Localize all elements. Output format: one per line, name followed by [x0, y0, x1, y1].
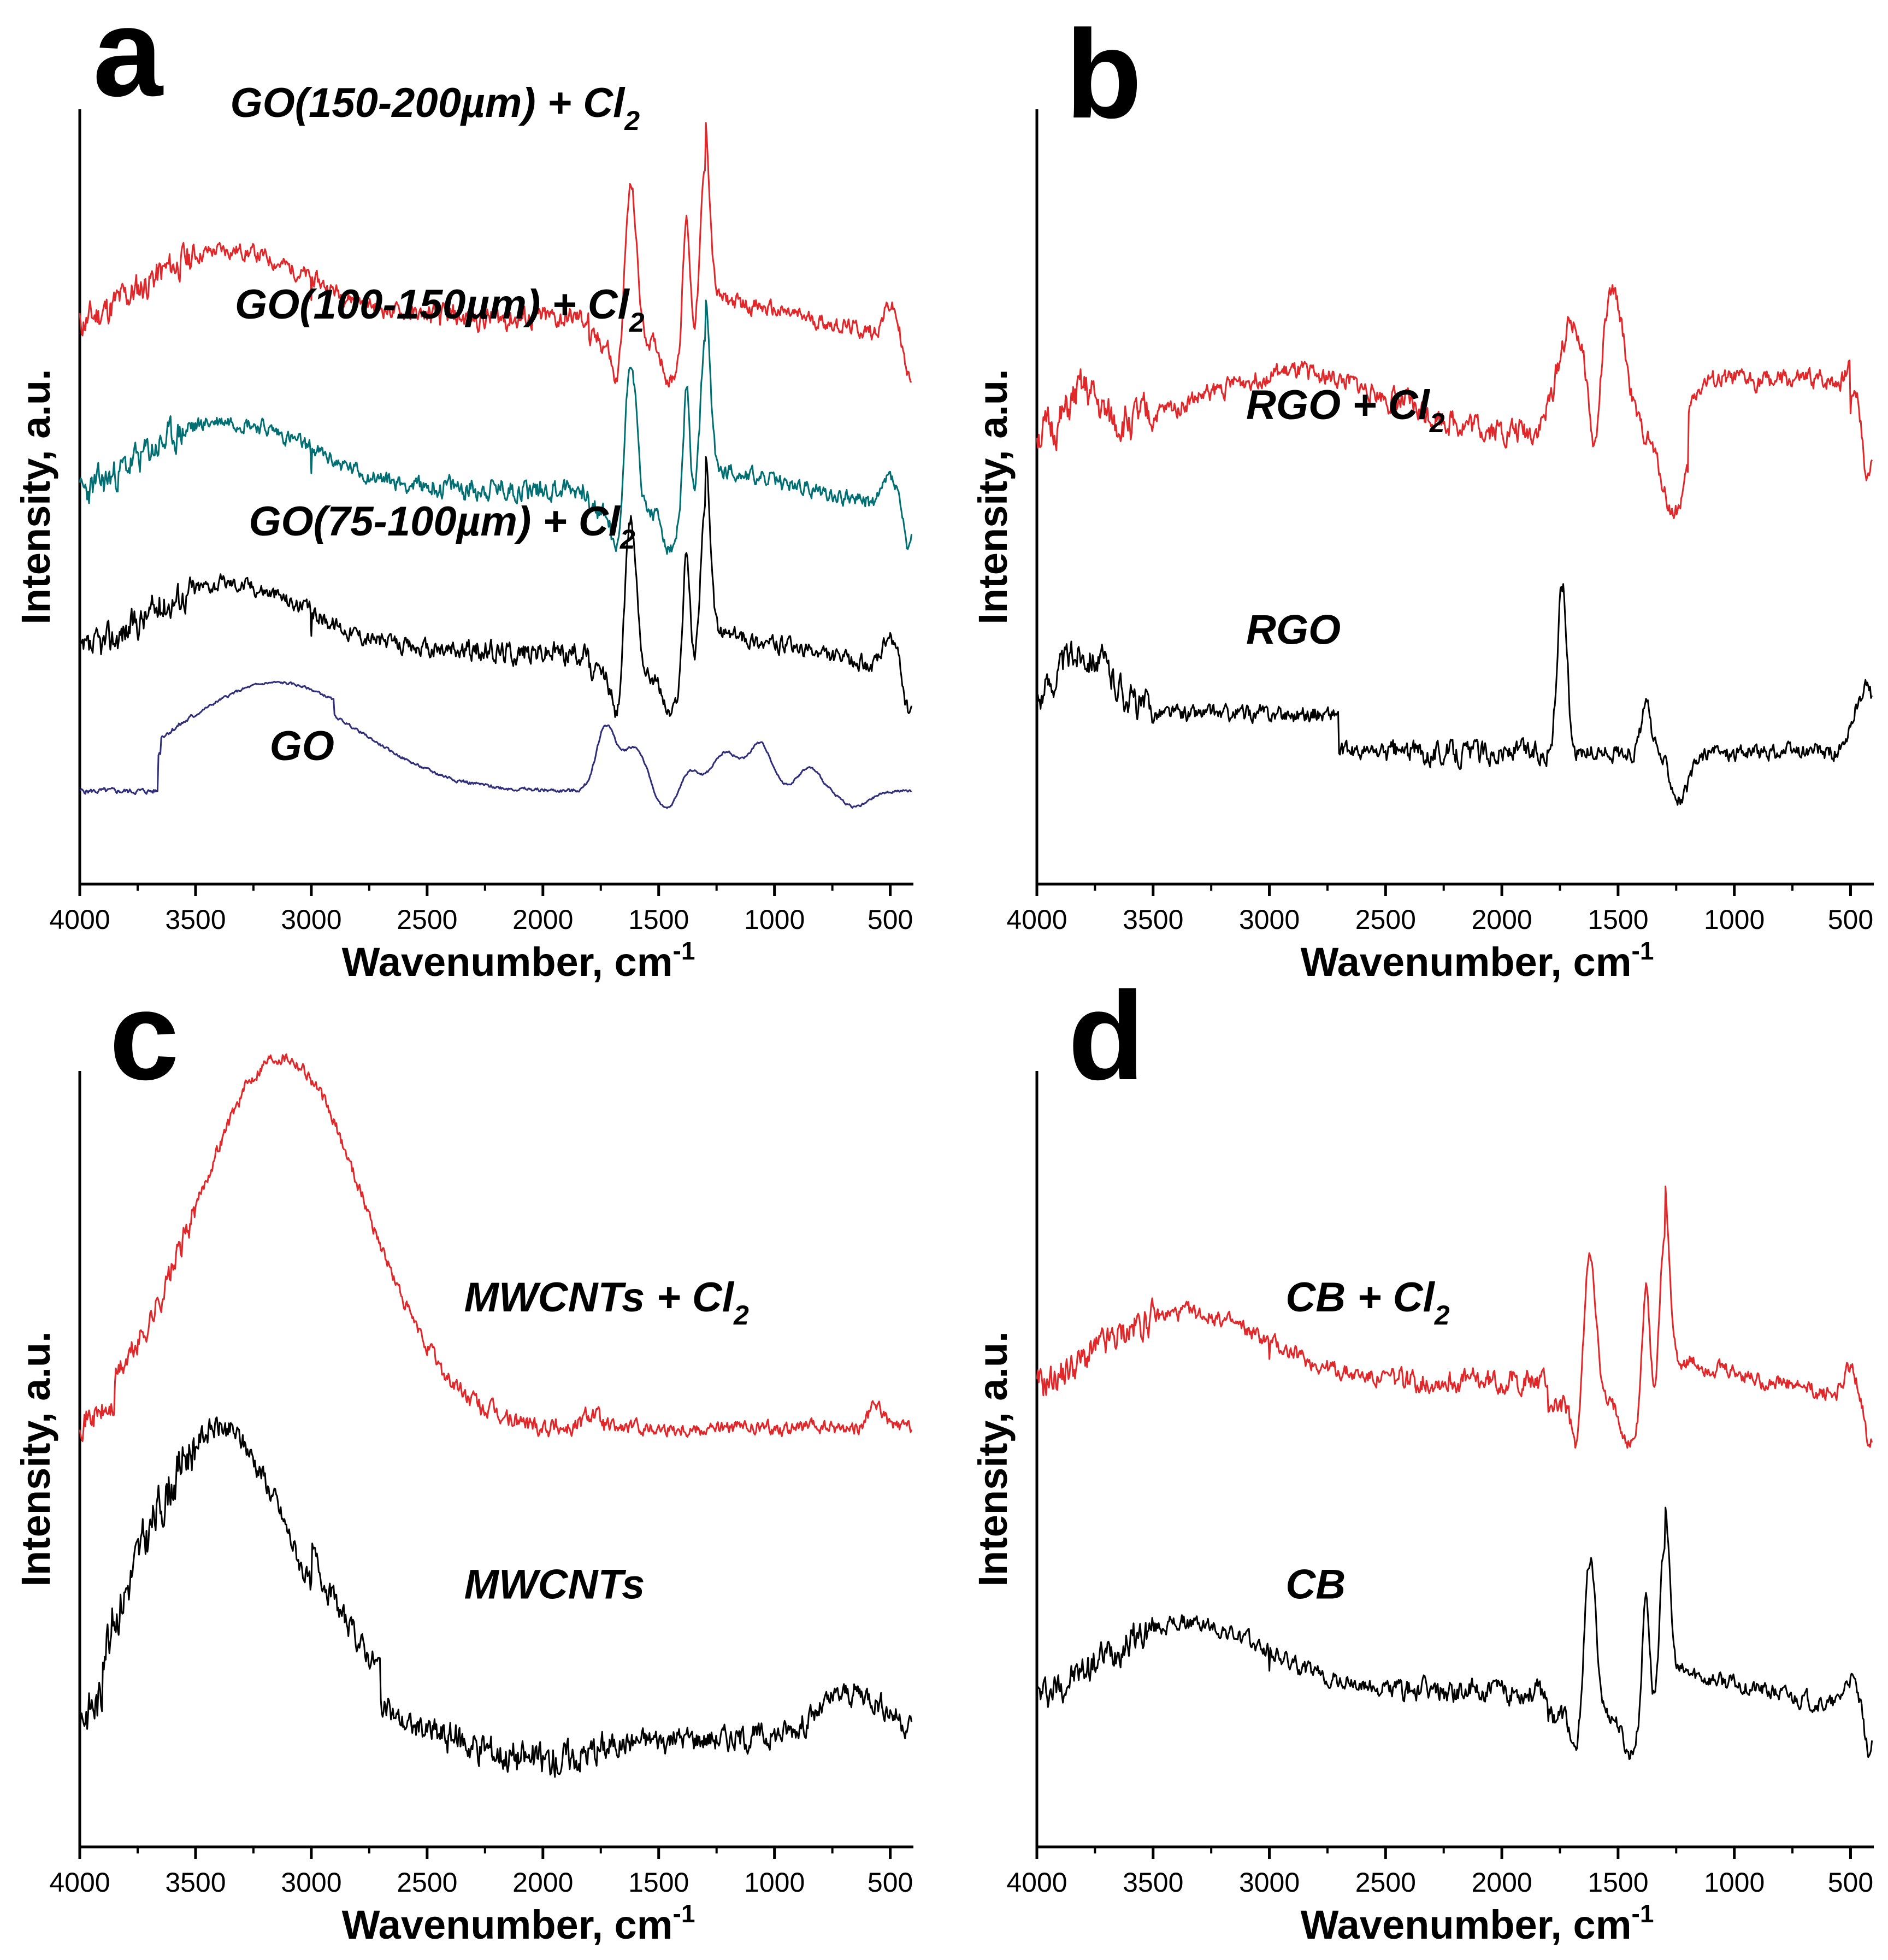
series-line-4	[79, 680, 912, 809]
x-tick-label: 2500	[397, 904, 457, 935]
panel-letter-c: c	[109, 966, 179, 1106]
x-tick-label: 4000	[49, 904, 110, 935]
x-tick-label: 500	[868, 904, 913, 935]
series-label-2: RGO	[1246, 607, 1341, 653]
series-label-2: GO(100-150µm) + Cl2	[235, 281, 645, 338]
series-label-1: MWCNTs + Cl2	[464, 1274, 749, 1331]
series-label-2: CB	[1285, 1562, 1346, 1608]
y-axis-title: Intensity, a.u.	[13, 1331, 58, 1586]
x-tick-label: 3500	[165, 1867, 226, 1898]
panel-letter-a: a	[93, 0, 164, 122]
x-tick-label: 4000	[49, 1867, 110, 1898]
x-tick-label: 2000	[512, 1867, 573, 1898]
x-tick-label: 3000	[1239, 1867, 1300, 1898]
x-tick-label: 3500	[165, 904, 226, 935]
x-tick-label: 500	[1828, 1867, 1873, 1898]
x-tick-label: 1000	[744, 1867, 805, 1898]
series-line-2	[79, 1416, 913, 1778]
series-line-1	[1036, 1185, 1873, 1449]
y-axis-title: Intensity, a.u.	[970, 1331, 1016, 1586]
y-axis-title: Intensity, a.u.	[970, 369, 1016, 624]
x-tick-label: 3000	[1239, 904, 1300, 935]
panel-c: c 4000 3500 3000 2500 2000 1500 1000 500 Wavenumb…	[13, 966, 913, 1947]
x-tick-label: 4000	[1006, 1867, 1067, 1898]
x-tick-label: 1000	[744, 904, 805, 935]
series-line-2	[1036, 583, 1873, 806]
series-line-2	[1036, 1506, 1873, 1760]
panel-d: d 4000 3500 3000 2500 2000 1500 1000 500 Wavenumb…	[970, 966, 1874, 1947]
x-tick-label: 3000	[281, 1867, 341, 1898]
x-axis-title: Wavenumber, cm-1	[342, 1899, 695, 1947]
series-label-3: GO(75-100µm) + Cl2	[249, 498, 635, 555]
series-line-1	[79, 1053, 913, 1442]
panel-letter-d: d	[1068, 966, 1145, 1106]
y-axis-title: Intensity, a.u.	[13, 369, 58, 624]
x-axis-title: Wavenumber, cm-1	[1301, 937, 1654, 985]
series-line-1	[79, 122, 912, 388]
x-tick-label: 1000	[1704, 904, 1765, 935]
panel-a: a 4000 3500 3000 2500 2000 1500 1000 500 Wavenumb…	[13, 0, 913, 985]
x-tick-label: 1500	[628, 904, 689, 935]
x-tick-label: 1500	[1588, 1867, 1648, 1898]
panel-letter-b: b	[1065, 4, 1142, 144]
x-axis-title: Wavenumber, cm-1	[1301, 1899, 1654, 1947]
series-label-1: RGO + Cl2	[1246, 382, 1445, 438]
series-label-4: GO	[270, 723, 334, 769]
x-tick-label: 500	[868, 1867, 913, 1898]
x-tick-label: 1500	[1588, 904, 1648, 935]
x-tick-label: 3500	[1123, 1867, 1183, 1898]
x-tick-label: 2000	[512, 904, 573, 935]
series-line-2	[79, 299, 913, 555]
x-tick-label: 2500	[397, 1867, 457, 1898]
panel-b: b 4000 3500 3000 2500 2000 1500 1000 500 Wavenumb…	[970, 4, 1874, 985]
x-tick-label: 3500	[1123, 904, 1183, 935]
series-label-1: CB + Cl2	[1285, 1274, 1449, 1331]
x-tick-label: 2500	[1355, 904, 1416, 935]
x-axis-title: Wavenumber, cm-1	[342, 937, 695, 985]
x-tick-label: 1500	[628, 1867, 689, 1898]
series-label-1: GO(150-200µm) + Cl2	[231, 80, 640, 136]
series-line-3	[79, 456, 913, 718]
x-tick-label: 2000	[1471, 904, 1532, 935]
series-label-2: MWCNTs	[464, 1562, 645, 1608]
x-tick-label: 4000	[1006, 904, 1067, 935]
x-tick-label: 2000	[1471, 1867, 1532, 1898]
x-tick-label: 500	[1828, 904, 1873, 935]
x-tick-label: 2500	[1355, 1867, 1416, 1898]
x-tick-label: 1000	[1704, 1867, 1765, 1898]
x-tick-label: 3000	[281, 904, 341, 935]
series-line-1	[1036, 284, 1873, 519]
